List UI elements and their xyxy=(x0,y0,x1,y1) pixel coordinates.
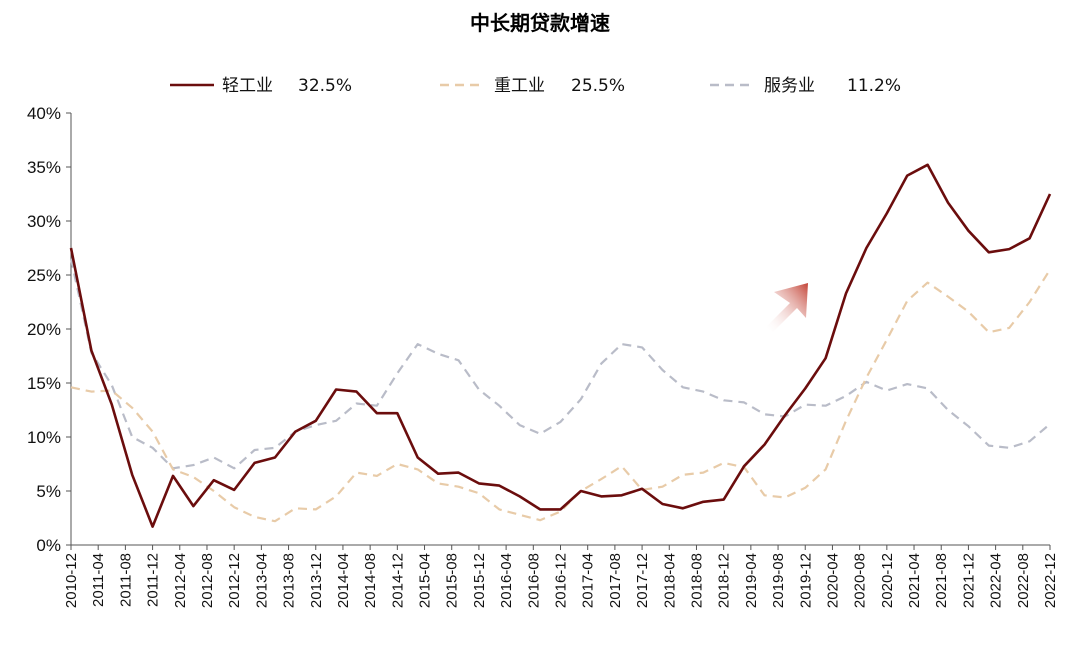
series-layer xyxy=(69,163,1052,528)
x-tick-label: 2013-12 xyxy=(308,553,325,608)
x-tick-label: 2015-04 xyxy=(417,553,434,608)
y-tick-label: 25% xyxy=(27,266,61,285)
x-tick-label: 2014-08 xyxy=(362,553,379,608)
trend-arrow-icon xyxy=(766,283,808,332)
x-tick-label: 2019-04 xyxy=(743,553,760,608)
y-tick-label: 15% xyxy=(27,374,61,393)
x-tick-label: 2015-12 xyxy=(471,553,488,608)
x-tick-label: 2012-12 xyxy=(226,553,243,608)
x-tick-label: 2012-04 xyxy=(172,553,189,608)
x-tick-label: 2018-04 xyxy=(661,553,678,608)
x-ticks: 2010-12 2011-04 2011-08 2011-12 2012-04 2012-… xyxy=(63,545,1059,608)
x-tick-label: 2022-12 xyxy=(1042,553,1059,608)
series-line-light-industry xyxy=(69,163,1052,528)
x-tick-label: 2021-12 xyxy=(960,553,977,608)
x-tick-label: 2021-04 xyxy=(906,553,923,608)
y-ticks: 0% 5% 10% 15% 20% 25% 30% 35% 40% xyxy=(27,104,71,555)
legend-value-services: 11.2% xyxy=(847,76,901,96)
legend-value-heavy-industry: 25.5% xyxy=(571,76,625,96)
x-tick-label: 2014-12 xyxy=(389,553,406,608)
legend: 轻工业 32.5% 重工业 25.5% 服务业 11.2% xyxy=(170,76,901,96)
x-tick-label: 2017-12 xyxy=(634,553,651,608)
y-tick-label: 30% xyxy=(27,212,61,231)
x-tick-label: 2016-04 xyxy=(498,553,515,608)
series-line-heavy-industry xyxy=(70,269,1051,523)
y-tick-label: 35% xyxy=(27,158,61,177)
series-line-services xyxy=(69,258,1051,470)
y-tick-label: 0% xyxy=(36,536,61,555)
x-tick-label: 2014-04 xyxy=(335,553,352,608)
x-tick-label: 2011-12 xyxy=(145,553,162,607)
x-tick-label: 2019-12 xyxy=(797,553,814,608)
x-tick-label: 2022-04 xyxy=(988,553,1005,608)
x-tick-label: 2015-08 xyxy=(444,553,461,608)
x-tick-label: 2018-08 xyxy=(688,553,705,608)
x-tick-label: 2020-12 xyxy=(879,553,896,608)
x-tick-label: 2018-12 xyxy=(716,553,733,608)
y-tick-label: 5% xyxy=(36,482,61,501)
legend-value-light-industry: 32.5% xyxy=(298,76,352,96)
x-tick-label: 2013-08 xyxy=(281,553,298,608)
x-tick-label: 2021-08 xyxy=(933,553,950,608)
legend-label-light-industry: 轻工业 xyxy=(222,76,273,96)
x-tick-label: 2011-08 xyxy=(117,553,134,607)
legend-label-services: 服务业 xyxy=(764,76,815,96)
x-tick-label: 2022-08 xyxy=(1015,553,1032,608)
y-tick-label: 20% xyxy=(27,320,61,339)
chart-title: 中长期贷款增速 xyxy=(470,11,610,35)
x-tick-label: 2011-04 xyxy=(90,553,107,607)
x-tick-label: 2016-12 xyxy=(553,553,570,608)
x-tick-label: 2012-08 xyxy=(199,553,216,608)
x-tick-label: 2017-04 xyxy=(580,553,597,608)
legend-label-heavy-industry: 重工业 xyxy=(494,76,545,96)
x-tick-label: 2020-08 xyxy=(852,553,869,608)
x-tick-label: 2017-08 xyxy=(607,553,624,608)
x-tick-label: 2016-08 xyxy=(525,553,542,608)
y-tick-label: 10% xyxy=(27,428,61,447)
x-tick-label: 2013-04 xyxy=(253,553,270,608)
y-tick-label: 40% xyxy=(27,104,61,123)
x-tick-label: 2020-04 xyxy=(824,553,841,608)
x-tick-label: 2019-08 xyxy=(770,553,787,608)
x-tick-label: 2010-12 xyxy=(63,553,80,608)
